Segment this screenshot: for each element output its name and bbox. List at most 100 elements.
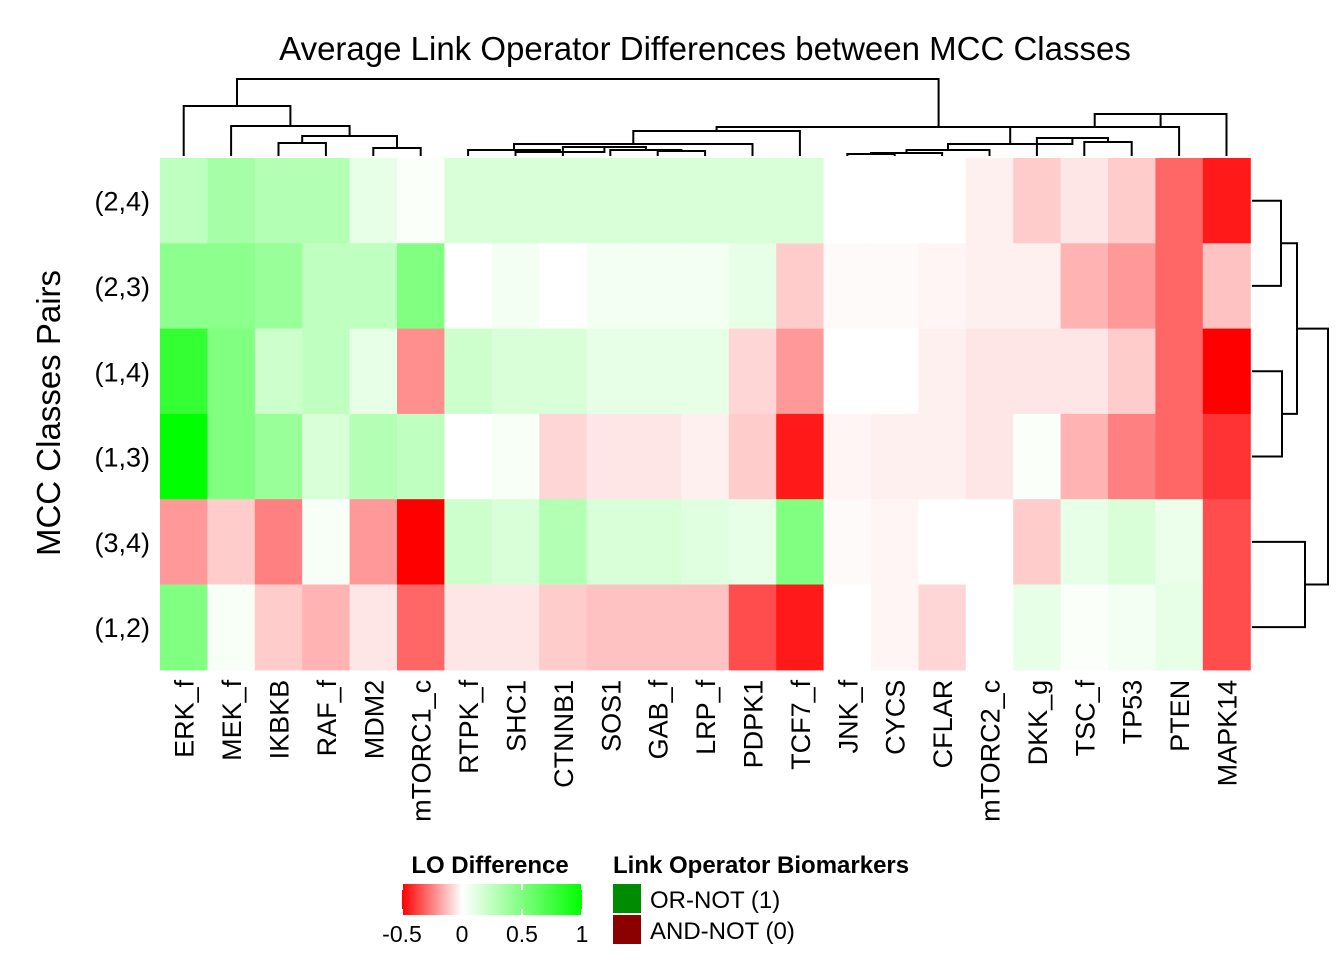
heatmap-cell (1013, 413, 1062, 500)
heatmap-cell (397, 243, 445, 330)
column-label: TCF7_f (786, 679, 816, 770)
heatmap-cell (1155, 413, 1204, 500)
heatmap-cell (728, 158, 777, 244)
biomarker-legend-swatch (613, 884, 641, 913)
dendrogram-branch (1252, 540, 1306, 629)
heatmap-cell (728, 328, 777, 415)
heatmap-cell (728, 584, 777, 671)
column-label: CFLAR (928, 680, 958, 769)
dendrogram-branch (1281, 242, 1298, 415)
heatmap-cell (871, 584, 919, 671)
heatmap-cell (1155, 584, 1204, 671)
heatmap-cell (444, 158, 493, 244)
color-legend-tick-label: 1 (576, 921, 589, 947)
heatmap-cell (160, 499, 208, 586)
heatmap-cell (634, 584, 682, 671)
dendrogram-branch (846, 153, 896, 156)
heatmap-cell (539, 499, 588, 586)
heatmap-cell (776, 243, 825, 330)
heatmap-cell (491, 499, 540, 586)
color-legend-ticks: -0.5 0 0.5 1 (382, 884, 588, 947)
heatmap-cell (254, 499, 303, 586)
heatmap-cell (965, 158, 1014, 244)
color-legend-tick-label: 0 (456, 921, 469, 947)
dendrogram-branch (1083, 141, 1133, 156)
heatmap-cell (728, 413, 777, 500)
heatmap-cell (1202, 413, 1251, 500)
heatmap-cell (586, 499, 635, 586)
heatmap-cell (397, 413, 445, 500)
biomarker-legend-label: OR-NOT (1) (650, 887, 780, 914)
dendrogram-branch (1252, 199, 1282, 287)
heatmap-cell (1155, 243, 1204, 330)
row-label: (1,4) (94, 357, 150, 387)
heatmap-cell (1060, 158, 1109, 244)
column-label: SHC1 (502, 680, 532, 752)
column-label: PTEN (1165, 680, 1195, 752)
heatmap-cell (302, 328, 351, 415)
dendrogram-branch (372, 147, 422, 156)
heatmap-cell (207, 413, 256, 500)
heatmap-cell (302, 243, 351, 330)
biomarker-legend-swatch (613, 915, 641, 944)
heatmap-cell (1202, 328, 1251, 415)
heatmap-cell (1013, 328, 1062, 415)
heatmap-cell (207, 158, 256, 244)
heatmap-cell (1108, 584, 1156, 671)
column-label: CYCS (881, 680, 911, 755)
heatmap-cell (823, 328, 872, 415)
heatmap-cell (634, 328, 682, 415)
heatmap-cell (586, 158, 635, 244)
heatmap-cell (349, 243, 398, 330)
column-labels: ERK_f MEK_f IKBKB RAF_f MDM2 mTORC1_c RTPK_f SH… (170, 679, 1243, 822)
heatmap-cell (1155, 499, 1204, 586)
heatmap-cell (823, 158, 872, 244)
heatmap-cell (918, 499, 967, 586)
color-legend: LO Difference -0.5 0 0.5 1 (382, 852, 588, 947)
column-label: TP53 (1118, 680, 1148, 745)
heatmap-cell (254, 158, 303, 244)
heatmap-cell (302, 158, 351, 244)
heatmap-cell (302, 499, 351, 586)
row-label: (2,3) (94, 272, 150, 302)
column-label: ERK_f (170, 679, 200, 758)
heatmap-cell (491, 328, 540, 415)
heatmap-cell (634, 158, 682, 244)
heatmap-cell (823, 584, 872, 671)
heatmap-cell (776, 158, 825, 244)
heatmap-cell (776, 584, 825, 671)
row-labels: (2,4) (2,3) (1,4) (1,3) (3,4) (1,2) (94, 187, 150, 643)
heatmap-cell (918, 158, 967, 244)
heatmap-cell (1060, 243, 1109, 330)
y-axis-label: MCC Classes Pairs (30, 270, 67, 556)
heatmap-cell (1202, 243, 1251, 330)
dendrogram-branch (277, 142, 327, 156)
column-label: GAB_f (644, 679, 674, 759)
heatmap-cell (349, 328, 398, 415)
heatmap-cell (397, 158, 445, 244)
column-label: LRP_f (691, 679, 721, 755)
heatmap-cell (349, 499, 398, 586)
heatmap-cell (965, 584, 1014, 671)
heatmap-cell (1202, 158, 1251, 244)
heatmap-cell (444, 243, 493, 330)
color-legend-tick-label: 0.5 (506, 921, 538, 947)
column-label: MEK_f (217, 679, 247, 761)
dendrogram-branch (230, 125, 351, 156)
column-label: MAPK14 (1213, 680, 1243, 787)
biomarker-legend-title: Link Operator Biomarkers (613, 852, 909, 879)
dendrogram-branch (182, 105, 292, 156)
heatmap-cell (160, 584, 208, 671)
heatmap-cell (539, 328, 588, 415)
row-label: (3,4) (94, 528, 150, 558)
heatmap-cell (681, 584, 730, 671)
heatmap-cell (539, 158, 588, 244)
heatmap-cell (871, 158, 919, 244)
heatmap-cell (965, 243, 1014, 330)
heatmap-cell (681, 413, 730, 500)
heatmap-cell (254, 584, 303, 671)
heatmap-cell (776, 499, 825, 586)
heatmap-cell (871, 499, 919, 586)
dendrogram-branch (236, 78, 940, 127)
